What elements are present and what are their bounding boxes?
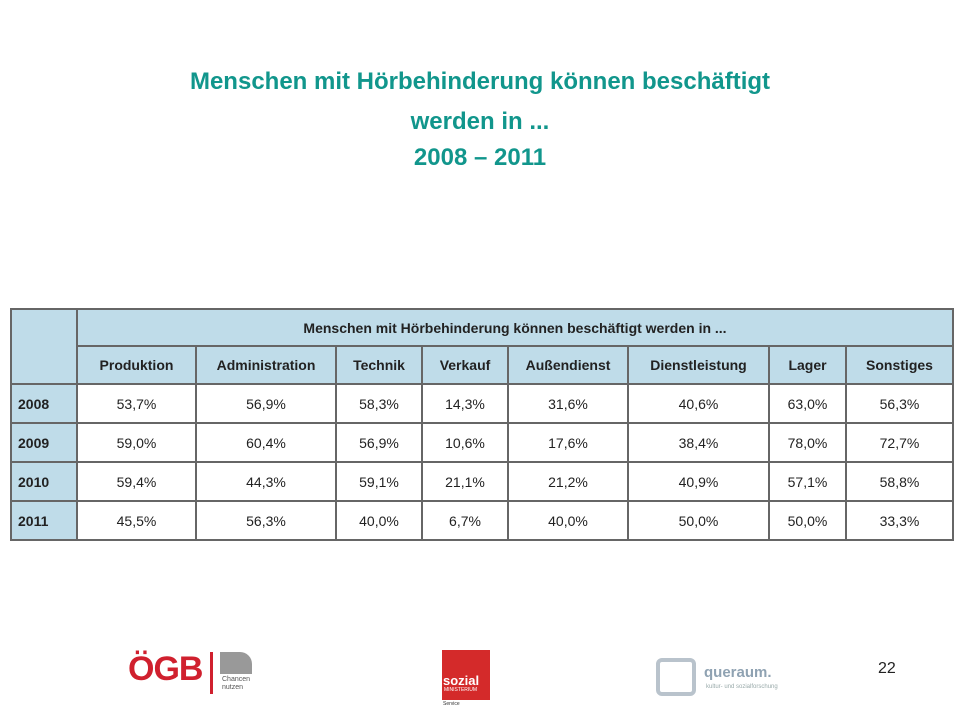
- tag-text: Chancen: [222, 676, 251, 683]
- caption-cell: Menschen mit Hörbehinderung können besch…: [76, 308, 954, 347]
- cell: 21,2%: [507, 461, 629, 502]
- column-header: Technik: [335, 345, 423, 385]
- row-header: 2008: [10, 383, 78, 424]
- cell: 45,5%: [76, 500, 197, 541]
- data-row: 2008 53,7% 56,9% 58,3% 14,3% 31,6% 40,6% 63,0% 5…: [10, 383, 954, 424]
- column-header: Sonstiges: [845, 345, 954, 385]
- cell: 60,4%: [195, 422, 337, 463]
- column-header: Verkauf: [421, 345, 509, 385]
- cell: 21,1%: [421, 461, 509, 502]
- cell: 59,0%: [76, 422, 197, 463]
- cell: 72,7%: [845, 422, 954, 463]
- cell: 40,6%: [627, 383, 770, 424]
- title-line: 2008 – 2011: [413, 144, 547, 171]
- cell: 58,3%: [335, 383, 423, 424]
- corner-cell: [10, 308, 78, 385]
- cell: 58,8%: [845, 461, 954, 502]
- logo-oegb-tag: Chancen nutzen: [222, 676, 250, 692]
- cell: 56,9%: [195, 383, 337, 424]
- cell: 14,3%: [421, 383, 509, 424]
- page-number: 22: [878, 660, 896, 677]
- data-table: Menschen mit Hörbehinderung können besch…: [10, 308, 954, 541]
- title-line: werden in ...: [410, 108, 550, 135]
- column-header: Produktion: [76, 345, 197, 385]
- cell: 10,6%: [421, 422, 509, 463]
- column-header: Außendienst: [507, 345, 629, 385]
- cell: 57,1%: [768, 461, 847, 502]
- logo-queraum-tag: kultur- und sozialforschung: [706, 684, 778, 690]
- row-header: 2010: [10, 461, 78, 502]
- header-row: Menschen mit Hörbehinderung können besch…: [10, 308, 954, 385]
- cell: 40,9%: [627, 461, 770, 502]
- cell: 50,0%: [768, 500, 847, 541]
- header-row: Produktion Administration Technik Verkauf Au…: [11, 345, 954, 385]
- cell: 17,6%: [507, 422, 629, 463]
- logo-queraum-mark: [656, 658, 696, 696]
- cell: 63,0%: [768, 383, 847, 424]
- logo-mark: [220, 652, 252, 674]
- cell: 31,6%: [507, 383, 629, 424]
- cell: 40,0%: [507, 500, 629, 541]
- logo-text: sozial: [443, 673, 480, 688]
- cell: 53,7%: [76, 383, 197, 424]
- cell: 56,3%: [195, 500, 337, 541]
- cell: 33,3%: [845, 500, 954, 541]
- logo-queraum: queraum.: [704, 664, 772, 681]
- cell: 50,0%: [627, 500, 770, 541]
- logo-divider: [210, 652, 213, 694]
- row-header: 2009: [10, 422, 78, 463]
- row-header: 2011: [10, 500, 78, 541]
- logo-oegb: ÖGB: [128, 650, 203, 688]
- cell: 40,0%: [335, 500, 423, 541]
- cell: 56,9%: [335, 422, 423, 463]
- cell: 59,4%: [76, 461, 197, 502]
- column-header: Lager: [768, 345, 847, 385]
- column-header: Dienstleistung: [627, 345, 770, 385]
- cell: 56,3%: [845, 383, 954, 424]
- data-row: 2009 59,0% 60,4% 56,9% 10,6% 17,6% 38,4% 78,0% 7…: [10, 422, 954, 463]
- cell: 6,7%: [421, 500, 509, 541]
- title-line: Menschen mit Hörbehinderung können besch…: [189, 68, 771, 95]
- cell: 59,1%: [335, 461, 423, 502]
- logo-text: MINISTERIUM: [444, 687, 478, 693]
- data-row: 2011 45,5% 56,3% 40,0% 6,7% 40,0% 50,0% 50,0% 33…: [10, 500, 954, 541]
- cell: 78,0%: [768, 422, 847, 463]
- logo-sozial: sozial MINISTERIUM: [442, 650, 490, 700]
- data-row: 2010 59,4% 44,3% 59,1% 21,1% 21,2% 40,9% 57,1% 5…: [10, 461, 954, 502]
- column-header: Administration: [195, 345, 337, 385]
- tag-text: nutzen: [222, 684, 244, 691]
- logo-text: Service: [443, 701, 460, 707]
- cell: 38,4%: [627, 422, 770, 463]
- cell: 44,3%: [195, 461, 337, 502]
